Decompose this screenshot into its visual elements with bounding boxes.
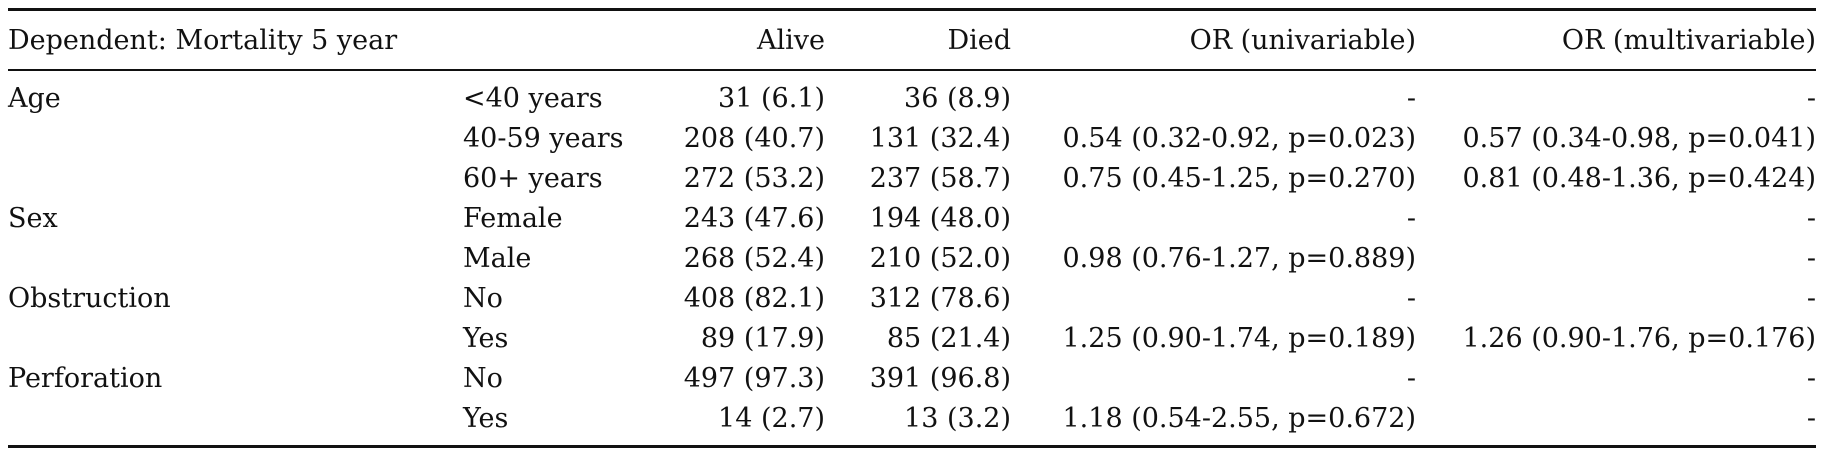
cell-died: 210 (52.0): [869, 243, 1011, 274]
cell-level: <40 years: [463, 83, 603, 114]
header-or-multivariable: OR (multivariable): [1416, 8, 1816, 71]
regression-table-container: Dependent: Mortality 5 year Alive Died O…: [8, 8, 1816, 448]
cell-died: 85 (21.4): [886, 323, 1011, 354]
table-row: Male 268 (52.4) 210 (52.0) 0.98 (0.76-1.…: [8, 239, 1816, 279]
cell-or-univariable: 1.25 (0.90-1.74, p=0.189): [1062, 323, 1417, 354]
cell-level: Female: [463, 203, 563, 234]
table-row: 60+ years 272 (53.2) 237 (58.7) 0.75 (0.…: [8, 159, 1816, 199]
cell-alive: 31 (6.1): [718, 83, 825, 114]
cell-level: Male: [463, 243, 532, 274]
cell-or-multivariable: -: [1416, 399, 1816, 448]
cell-variable: [8, 239, 463, 279]
cell-died: 36 (8.9): [904, 83, 1011, 114]
cell-variable: Sex: [8, 203, 58, 234]
cell-or-multivariable: -: [1806, 83, 1816, 114]
table-row: Perforation No 497 (97.3) 391 (96.8) - -: [8, 359, 1816, 399]
cell-or-univariable: -: [1406, 203, 1416, 234]
regression-table: Dependent: Mortality 5 year Alive Died O…: [8, 8, 1816, 448]
cell-alive: 497 (97.3): [683, 363, 825, 394]
cell-or-multivariable: 1.26 (0.90-1.76, p=0.176): [1462, 323, 1817, 354]
cell-died: 237 (58.7): [869, 163, 1011, 194]
cell-died: 312 (78.6): [869, 283, 1011, 314]
table-row: Sex Female 243 (47.6) 194 (48.0) - -: [8, 199, 1816, 239]
cell-or-univariable: 0.98 (0.76-1.27, p=0.889): [1062, 243, 1417, 274]
cell-variable: Perforation: [8, 363, 163, 394]
header-dependent: Dependent: Mortality 5 year: [8, 8, 463, 71]
cell-or-multivariable: -: [1806, 243, 1816, 274]
cell-or-univariable: -: [1406, 83, 1416, 114]
cell-or-univariable: 1.18 (0.54-2.55, p=0.672): [1011, 399, 1416, 448]
cell-level: 40-59 years: [463, 123, 624, 154]
cell-or-univariable: -: [1406, 283, 1416, 314]
cell-level: No: [463, 283, 503, 314]
cell-alive: 89 (17.9): [700, 323, 825, 354]
cell-or-multivariable: -: [1806, 363, 1816, 394]
cell-died: 391 (96.8): [869, 363, 1011, 394]
cell-alive: 268 (52.4): [683, 243, 825, 274]
cell-variable: [8, 319, 463, 359]
cell-variable: [8, 159, 463, 199]
table-row: Yes 89 (17.9) 85 (21.4) 1.25 (0.90-1.74,…: [8, 319, 1816, 359]
cell-or-multivariable: -: [1806, 203, 1816, 234]
cell-level: Yes: [463, 323, 509, 354]
table-row: 40-59 years 208 (40.7) 131 (32.4) 0.54 (…: [8, 119, 1816, 159]
cell-variable: Age: [8, 83, 61, 114]
cell-level: Yes: [463, 399, 663, 448]
cell-or-univariable: 0.75 (0.45-1.25, p=0.270): [1062, 163, 1417, 194]
header-alive: Alive: [663, 8, 825, 71]
cell-level: 60+ years: [463, 163, 603, 194]
cell-alive: 243 (47.6): [683, 203, 825, 234]
header-or-univariable: OR (univariable): [1011, 8, 1416, 71]
table-row: Yes 14 (2.7) 13 (3.2) 1.18 (0.54-2.55, p…: [8, 399, 1816, 448]
cell-alive: 408 (82.1): [683, 283, 825, 314]
cell-or-univariable: -: [1406, 363, 1416, 394]
cell-alive: 208 (40.7): [683, 123, 825, 154]
cell-variable: [8, 399, 463, 448]
cell-or-univariable: 0.54 (0.32-0.92, p=0.023): [1062, 123, 1417, 154]
cell-or-multivariable: 0.81 (0.48-1.36, p=0.424): [1462, 163, 1817, 194]
cell-died: 194 (48.0): [869, 203, 1011, 234]
cell-or-multivariable: 0.57 (0.34-0.98, p=0.041): [1462, 123, 1817, 154]
cell-alive: 14 (2.7): [663, 399, 825, 448]
header-died: Died: [825, 8, 1011, 71]
header-level: [463, 8, 663, 71]
cell-variable: Obstruction: [8, 283, 171, 314]
cell-or-multivariable: -: [1806, 283, 1816, 314]
table-body: Age <40 years 31 (6.1) 36 (8.9) - - 40-5…: [8, 70, 1816, 448]
table-row: Obstruction No 408 (82.1) 312 (78.6) - -: [8, 279, 1816, 319]
table-header-row: Dependent: Mortality 5 year Alive Died O…: [8, 8, 1816, 71]
cell-level: No: [463, 363, 503, 394]
cell-alive: 272 (53.2): [683, 163, 825, 194]
cell-died: 13 (3.2): [825, 399, 1011, 448]
cell-died: 131 (32.4): [869, 123, 1011, 154]
cell-variable: [8, 119, 463, 159]
table-row: Age <40 years 31 (6.1) 36 (8.9) - -: [8, 70, 1816, 119]
